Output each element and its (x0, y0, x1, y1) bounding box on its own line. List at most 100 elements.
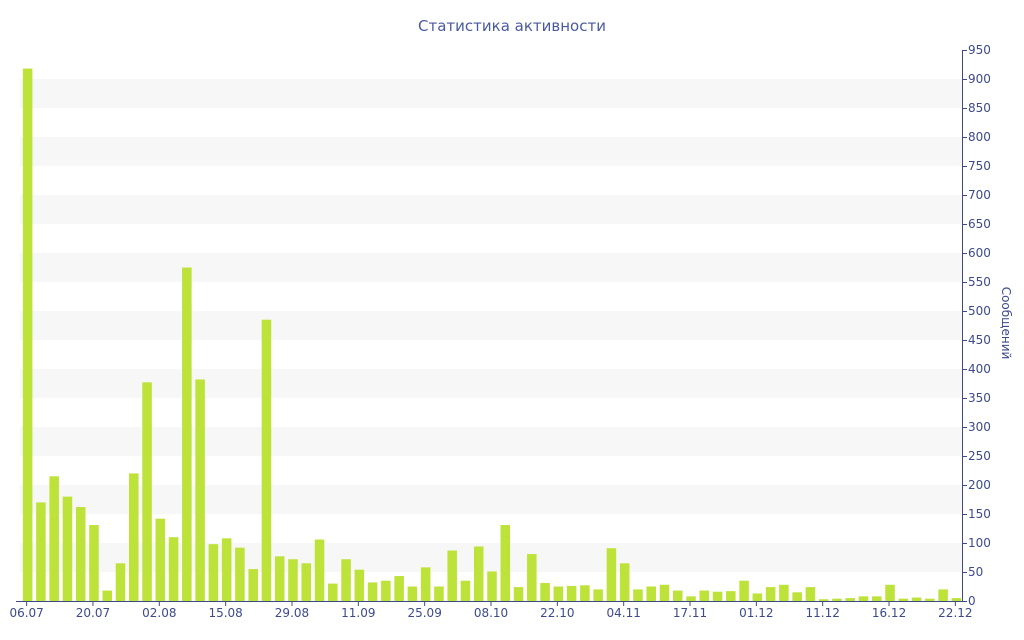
bar (102, 590, 113, 601)
x-tick-label: 06.07 (9, 606, 43, 620)
bar (818, 599, 829, 601)
y-tick-label: 500 (968, 304, 991, 318)
bar (500, 525, 511, 601)
bar (686, 596, 696, 601)
bar (553, 586, 564, 601)
y-tick-label: 600 (968, 246, 991, 260)
bar (898, 598, 909, 601)
y-tick-label: 800 (968, 130, 991, 144)
y-tick-label: 950 (968, 43, 991, 57)
y-tick-label: 150 (968, 507, 991, 521)
y-tick-label: 900 (968, 72, 991, 86)
bar (155, 518, 166, 601)
chart-title: Статистика активности (418, 17, 606, 35)
bar (566, 585, 577, 601)
grid-band (20, 253, 962, 282)
bar (221, 538, 232, 601)
bar (633, 589, 643, 601)
y-tick-label: 700 (968, 188, 991, 202)
bar (182, 267, 192, 601)
bar (142, 382, 152, 601)
x-tick-label: 20.07 (76, 606, 110, 620)
bar (845, 598, 856, 601)
bar (314, 539, 325, 601)
x-tick-label: 16.12 (872, 606, 906, 620)
x-tick-label: 22.12 (938, 606, 972, 620)
bar (792, 592, 802, 601)
bar (354, 569, 365, 601)
x-tick-label: 08.10 (474, 606, 508, 620)
bar (473, 546, 484, 601)
y-axis-label: Сообщений (999, 287, 1013, 360)
bar (712, 591, 723, 601)
y-tick-label: 350 (968, 391, 991, 405)
bar (487, 571, 497, 601)
bar (447, 550, 457, 601)
y-tick-label: 400 (968, 362, 991, 376)
bar (659, 584, 670, 601)
y-tick-label: 50 (968, 565, 983, 579)
y-tick-label: 550 (968, 275, 991, 289)
bar (381, 580, 391, 601)
bar (394, 576, 404, 601)
bar (460, 580, 471, 601)
bar (301, 563, 312, 601)
bars (22, 68, 962, 601)
bar (699, 590, 710, 601)
bar (367, 582, 378, 601)
y-tick-label: 250 (968, 449, 991, 463)
bar (885, 584, 895, 601)
grid-band (20, 79, 962, 108)
bar (580, 585, 590, 601)
x-axis-ticks: 06.07 20.07 02.08 15.08 29.08 11.09 25.09 08.10… (9, 601, 973, 620)
bar (911, 597, 922, 601)
bar (619, 563, 630, 601)
bar (328, 583, 338, 601)
bar (593, 589, 603, 601)
bar (341, 559, 351, 601)
y-tick-label: 650 (968, 217, 991, 231)
bar (726, 591, 736, 601)
y-axis-ticks: 0 50 100 150 200 250 300 350 400 450 500 550 600 650 7… (962, 43, 991, 608)
bar (261, 319, 272, 601)
bar (115, 563, 126, 601)
bar (248, 569, 258, 601)
x-tick-label: 11.09 (341, 606, 375, 620)
bar (752, 593, 763, 601)
y-tick-label: 200 (968, 478, 991, 492)
grid-band (20, 369, 962, 398)
bar (274, 556, 285, 601)
bar (235, 547, 245, 601)
x-tick-label: 01.12 (739, 606, 773, 620)
x-tick-label: 15.08 (208, 606, 242, 620)
bar (938, 589, 948, 601)
bar (646, 586, 656, 601)
bar (951, 598, 962, 601)
bar (22, 68, 33, 601)
bar (513, 587, 524, 601)
bar (407, 586, 418, 601)
bar (925, 598, 935, 601)
bar (672, 590, 683, 601)
bar (540, 583, 550, 601)
x-tick-label: 25.09 (407, 606, 441, 620)
bar (49, 476, 59, 601)
bar (420, 567, 431, 601)
grid-band (20, 427, 962, 456)
y-tick-label: 0 (968, 594, 976, 608)
x-tick-label: 11.12 (806, 606, 840, 620)
bar (832, 598, 842, 601)
bar (606, 548, 617, 601)
x-tick-label: 04.11 (606, 606, 640, 620)
bar (858, 596, 869, 601)
y-tick-label: 100 (968, 536, 991, 550)
grid-band (20, 485, 962, 514)
grid-bands (20, 79, 962, 572)
bar (765, 587, 776, 601)
y-tick-label: 750 (968, 159, 991, 173)
y-tick-label: 850 (968, 101, 991, 115)
y-tick-label: 300 (968, 420, 991, 434)
bar (75, 507, 86, 601)
bar (62, 496, 73, 601)
